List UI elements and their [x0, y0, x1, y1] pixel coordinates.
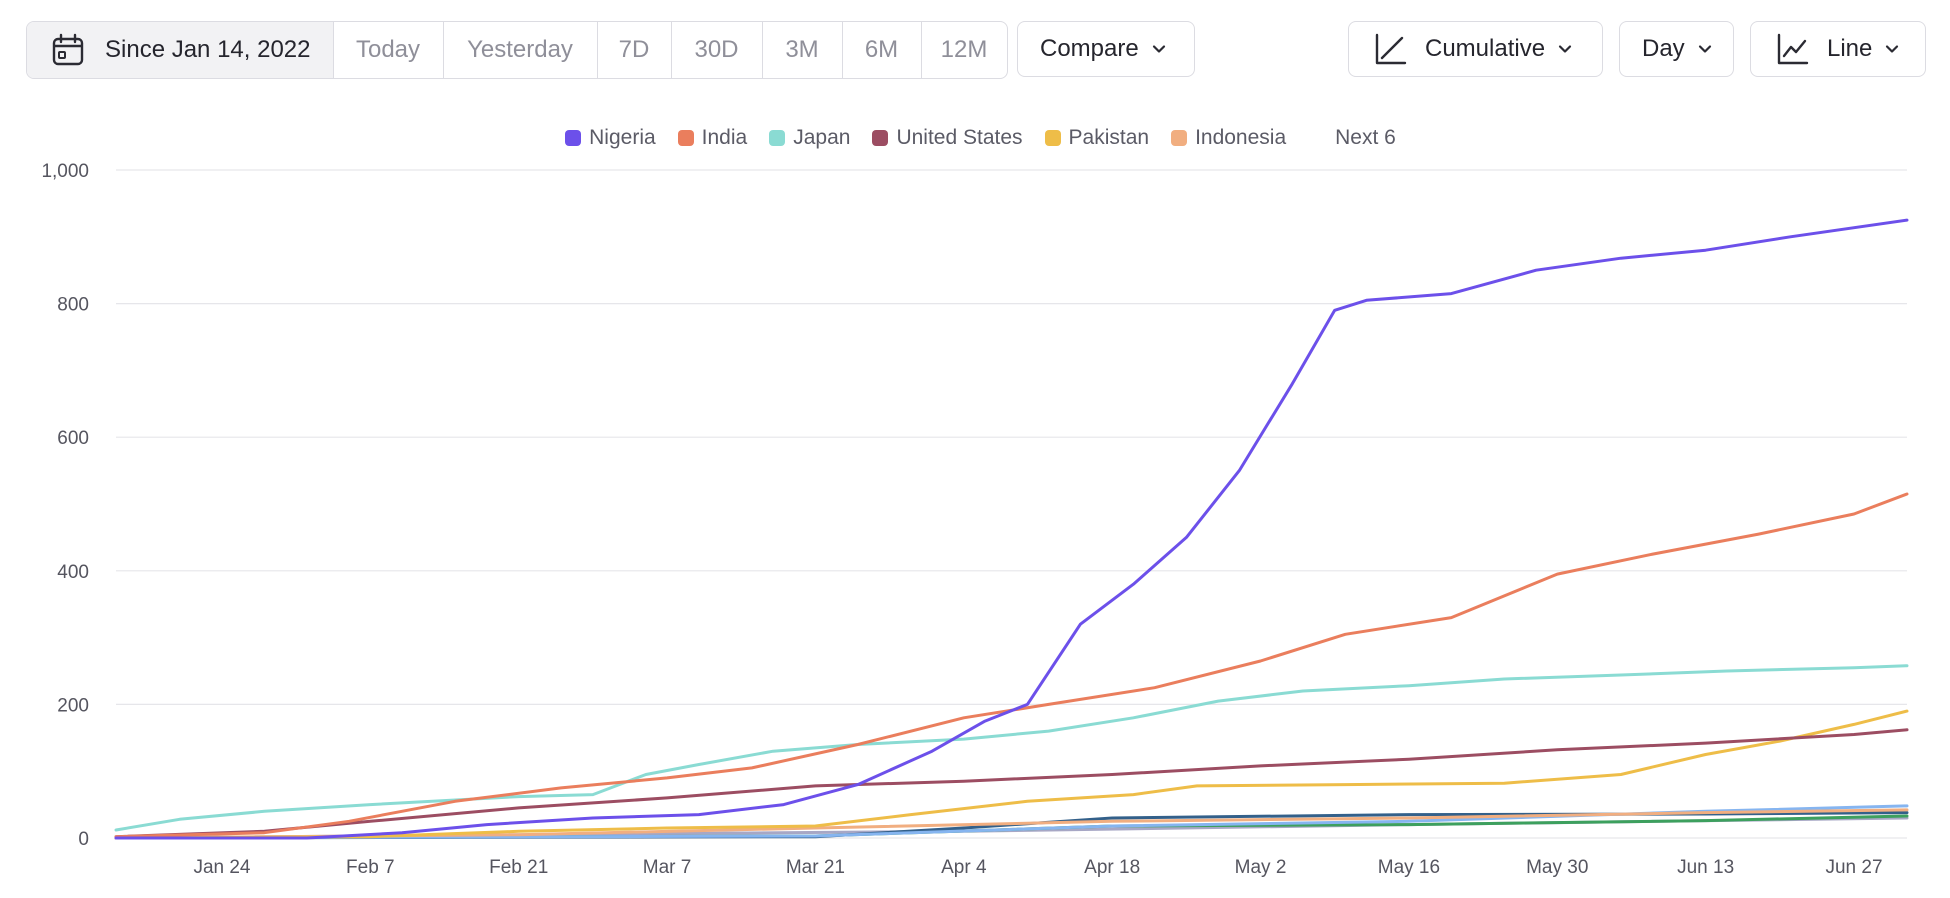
legend-swatch: [872, 130, 889, 146]
y-tick-label: 800: [57, 295, 89, 316]
legend-item-india[interactable]: India: [677, 126, 748, 150]
legend-label: India: [701, 126, 748, 149]
chart-type-label: Line: [1827, 35, 1873, 62]
x-tick-label: Feb 21: [489, 857, 548, 878]
series-line-united-states[interactable]: [114, 728, 1909, 839]
series-line-india[interactable]: [114, 492, 1909, 839]
chart-type-button[interactable]: Line: [1750, 21, 1926, 77]
legend-label: Indonesia: [1195, 126, 1287, 149]
y-axis: 0 200 400 600 800 1,000: [41, 161, 89, 850]
x-tick-label: Jun 13: [1677, 857, 1734, 878]
x-tick-label: Jun 27: [1825, 857, 1882, 878]
chevron-down-icon: [1558, 45, 1572, 53]
interval-label: Day: [1642, 35, 1685, 62]
legend-swatch: [1044, 130, 1061, 146]
legend-label: United States: [896, 126, 1023, 149]
chart-legend: Nigeria India Japan United States Pakist…: [0, 124, 1950, 152]
x-tick-label: Mar 21: [786, 857, 845, 878]
legend-item-pakistan[interactable]: Pakistan: [1044, 126, 1150, 150]
legend-swatch: [769, 130, 786, 146]
y-tick-label: 600: [57, 428, 89, 449]
x-tick-label: May 2: [1235, 857, 1287, 878]
date-range-selector: Since Jan 14, 2022 Today Yesterday 7D 30…: [26, 21, 1008, 79]
legend-item-nigeria[interactable]: Nigeria: [565, 126, 656, 150]
x-tick-label: May 30: [1526, 857, 1588, 878]
chart-series: [114, 218, 1909, 840]
legend-item-japan[interactable]: Japan: [769, 126, 850, 150]
compare-button[interactable]: Compare: [1017, 21, 1195, 77]
legend-item-indonesia[interactable]: Indonesia: [1171, 126, 1286, 150]
y-tick-label: 400: [57, 562, 89, 583]
y-tick-label: 200: [57, 695, 89, 716]
series-line-pakistan[interactable]: [114, 709, 1909, 840]
preset-6m[interactable]: 6M: [843, 22, 922, 78]
chart-grid: [116, 169, 1907, 839]
line-chart-icon: [1777, 33, 1809, 65]
legend-label: Japan: [793, 126, 851, 149]
x-tick-label: Apr 4: [941, 857, 987, 878]
date-range-label: Since Jan 14, 2022: [105, 36, 311, 63]
preset-yesterday[interactable]: Yesterday: [444, 22, 598, 78]
x-tick-label: Mar 7: [643, 857, 692, 878]
cumulative-mode-button[interactable]: Cumulative: [1348, 21, 1603, 77]
preset-30d[interactable]: 30D: [672, 22, 763, 78]
y-tick-label: 0: [78, 829, 89, 850]
chevron-down-icon: [1152, 45, 1165, 53]
x-tick-label: Feb 7: [346, 857, 395, 878]
legend-label: Nigeria: [589, 126, 656, 149]
x-axis: Jan 24 Feb 7 Feb 21 Mar 7 Mar 21 Apr 4 Apr 18 M…: [193, 857, 1882, 878]
legend-item-united-states[interactable]: United States: [872, 126, 1023, 150]
compare-label: Compare: [1040, 35, 1139, 62]
y-tick-label: 1,000: [41, 161, 89, 182]
legend-swatch: [677, 130, 694, 146]
line-chart: 0 200 400 600 800 1,000 Jan 24 Feb 7 Feb 21 Mar …: [41, 161, 1909, 878]
calendar-icon: [52, 33, 84, 66]
x-tick-label: Jan 24: [193, 857, 250, 878]
interval-button[interactable]: Day: [1619, 21, 1734, 77]
toolbar: Since Jan 14, 2022 Today Yesterday 7D 30…: [0, 21, 1950, 79]
preset-7d[interactable]: 7D: [598, 22, 672, 78]
legend-next-button[interactable]: Next 6: [1335, 126, 1396, 149]
date-range-button[interactable]: Since Jan 14, 2022: [27, 22, 334, 78]
legend-swatch: [1171, 130, 1188, 146]
series-line-other-3[interactable]: [114, 804, 1909, 840]
x-tick-label: Apr 18: [1084, 857, 1140, 878]
chevron-down-icon: [1886, 45, 1899, 53]
cumulative-chart-icon: [1375, 33, 1407, 65]
series-line-japan[interactable]: [114, 664, 1909, 832]
x-tick-label: May 16: [1378, 857, 1440, 878]
chevron-down-icon: [1698, 45, 1711, 53]
preset-3m[interactable]: 3M: [763, 22, 843, 78]
preset-today[interactable]: Today: [334, 22, 444, 78]
legend-swatch: [565, 130, 582, 146]
cumulative-label: Cumulative: [1425, 35, 1546, 62]
series-line-nigeria[interactable]: [114, 218, 1909, 840]
legend-label: Pakistan: [1068, 126, 1150, 149]
preset-12m[interactable]: 12M: [940, 36, 988, 63]
series-line-indonesia[interactable]: [114, 808, 1909, 840]
